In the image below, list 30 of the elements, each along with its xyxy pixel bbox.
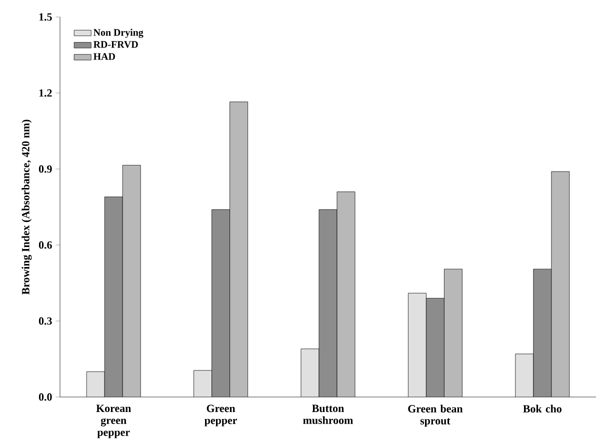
bar	[551, 171, 570, 397]
bar	[122, 165, 141, 397]
y-axis-title: Browing Index (Absorbance, 420 nm)	[22, 120, 32, 295]
bar	[337, 192, 356, 397]
y-tick-label: 1.2	[39, 89, 52, 97]
y-tick-label: 1.5	[39, 13, 52, 21]
bar	[426, 298, 444, 397]
bar	[301, 348, 320, 397]
x-tick-label: Bok cho	[523, 404, 562, 412]
bar	[444, 269, 462, 397]
x-tick-label: Korean green pepper	[96, 404, 131, 438]
bar	[86, 372, 105, 397]
x-tick-label: Button mushroom	[303, 404, 353, 424]
bar	[104, 196, 123, 397]
bar	[408, 293, 426, 397]
bar	[533, 268, 552, 397]
bar	[212, 210, 230, 397]
y-tick-label: 0.6	[38, 241, 52, 249]
y-tick-label: 0.3	[38, 317, 52, 325]
y-tick-label: 0.0	[38, 393, 52, 401]
legend-label: RD-FRVD	[93, 41, 138, 48]
bar	[515, 354, 534, 397]
bar	[230, 102, 248, 397]
y-tick-label: 0.9	[38, 165, 52, 173]
x-tick-label: Green pepper	[204, 404, 237, 426]
bar	[194, 370, 212, 397]
x-tick-label: Green bean sprout	[408, 404, 463, 427]
legend-label: Non Drying	[93, 28, 144, 38]
bar	[319, 210, 338, 397]
legend-label: HAD	[93, 53, 115, 60]
